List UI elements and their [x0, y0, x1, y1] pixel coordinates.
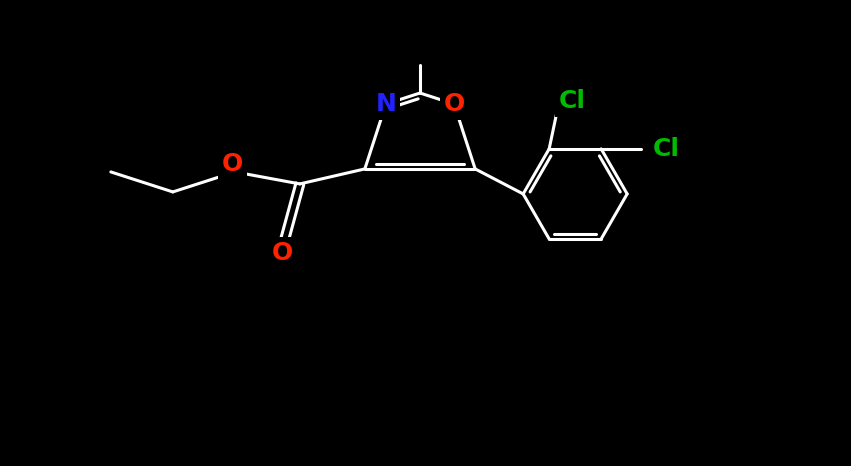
Text: Cl: Cl	[558, 89, 585, 113]
Text: Cl: Cl	[653, 137, 680, 161]
Text: O: O	[272, 241, 294, 265]
Text: O: O	[222, 152, 243, 176]
Text: O: O	[443, 92, 465, 116]
Text: N: N	[375, 92, 397, 116]
